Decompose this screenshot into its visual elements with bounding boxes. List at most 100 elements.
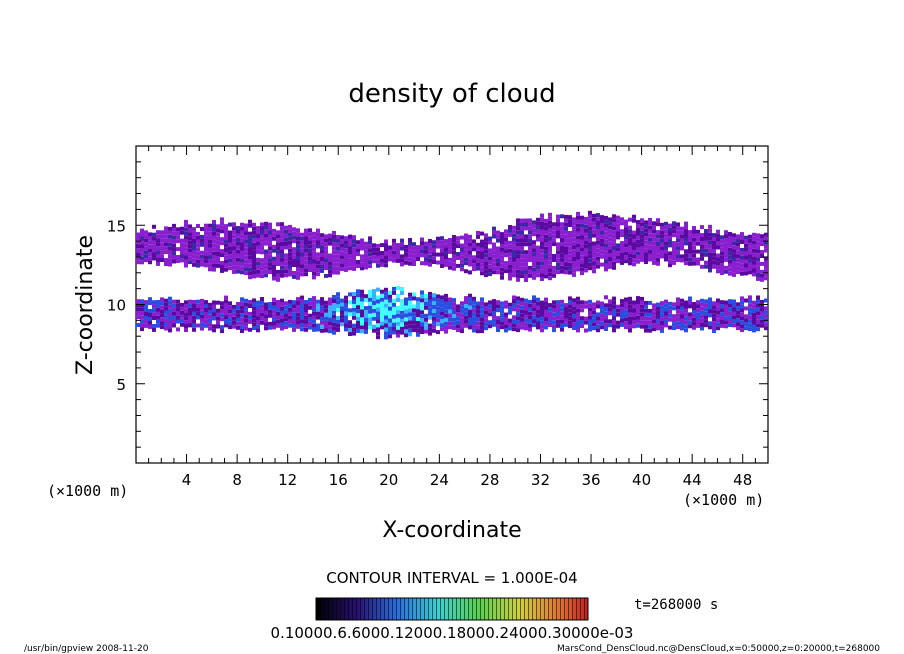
cloud-cell-lower bbox=[312, 315, 316, 320]
cloud-cell-lower bbox=[360, 297, 364, 302]
cloud-cell-upper bbox=[500, 255, 504, 260]
cloud-cell-upper bbox=[676, 250, 680, 255]
cloud-cell-upper bbox=[532, 244, 536, 249]
cloud-cell-upper bbox=[388, 257, 392, 262]
cloud-cell-upper bbox=[272, 276, 276, 281]
cloud-cell-lower bbox=[336, 300, 340, 305]
cloud-cell-lower bbox=[624, 317, 628, 322]
cloud-cell-upper bbox=[316, 260, 320, 265]
cloud-cell-lower bbox=[236, 325, 240, 330]
cloud-cell-lower bbox=[384, 307, 388, 312]
cloud-cell-upper bbox=[728, 271, 732, 276]
cloud-cell-upper bbox=[332, 270, 336, 275]
cloud-cell-upper bbox=[192, 250, 196, 255]
cloud-cell-upper bbox=[504, 261, 508, 266]
cloud-cell-upper bbox=[244, 255, 248, 260]
cloud-cell-upper bbox=[672, 245, 676, 249]
cloud-cell-lower bbox=[468, 305, 472, 310]
cloud-cell-lower bbox=[532, 303, 536, 308]
cloud-cell-upper bbox=[644, 240, 648, 245]
cloud-cell-lower bbox=[504, 300, 508, 305]
cloud-cell-lower bbox=[268, 325, 272, 330]
cloud-cell-upper bbox=[536, 249, 540, 254]
cloud-cell-lower bbox=[700, 302, 704, 307]
cloud-cell-lower bbox=[436, 298, 440, 303]
cloud-cell-upper bbox=[660, 222, 664, 227]
cloud-cell-upper bbox=[244, 227, 248, 232]
cloud-cell-lower bbox=[468, 321, 472, 326]
cloud-cell-upper bbox=[656, 218, 660, 223]
cloud-cell-lower bbox=[336, 292, 340, 297]
cloud-cell-upper bbox=[452, 262, 456, 267]
cloud-cell-lower bbox=[464, 323, 468, 328]
cloud-cell-upper bbox=[724, 238, 728, 243]
cloud-cell-lower bbox=[540, 320, 544, 325]
cloud-cell-upper bbox=[552, 222, 556, 227]
cloud-cell-upper bbox=[468, 234, 472, 239]
cloud-cell-upper bbox=[212, 224, 216, 228]
cloud-cell-upper bbox=[168, 234, 172, 239]
cloud-cell-upper bbox=[268, 266, 272, 271]
cloud-cell-lower bbox=[600, 305, 604, 310]
cloud-cell-upper bbox=[756, 233, 760, 238]
cloud-cell-upper bbox=[488, 272, 492, 277]
cloud-cell-upper bbox=[300, 232, 304, 237]
cloud-cell-lower bbox=[296, 297, 300, 302]
cloud-cell-upper bbox=[480, 251, 484, 256]
cloud-cell-lower bbox=[400, 318, 404, 323]
cloud-cell-upper bbox=[240, 258, 244, 263]
cloud-cell-lower bbox=[608, 299, 612, 304]
cloud-cell-upper bbox=[396, 251, 400, 255]
cloud-cell-lower bbox=[504, 328, 508, 333]
cloud-cell-upper bbox=[536, 237, 540, 242]
cloud-cell-lower bbox=[344, 299, 348, 304]
cloud-cell-upper bbox=[224, 232, 228, 236]
cloud-cell-upper bbox=[232, 222, 236, 227]
cloud-cell-upper bbox=[620, 256, 624, 261]
cloud-cell-upper bbox=[492, 254, 496, 259]
cloud-cell-upper bbox=[488, 252, 492, 257]
cloud-cell-upper bbox=[636, 235, 640, 240]
cloud-cell-lower bbox=[300, 327, 304, 332]
cloud-cell-upper bbox=[200, 227, 204, 231]
cloud-cell-lower bbox=[468, 297, 472, 302]
cloud-cell-lower bbox=[168, 324, 172, 329]
cloud-cell-upper bbox=[308, 252, 312, 257]
cloud-cell-upper bbox=[656, 234, 660, 239]
cloud-cell-upper bbox=[740, 271, 744, 276]
cloud-cell-lower bbox=[336, 320, 340, 324]
cloud-cell-upper bbox=[372, 259, 376, 264]
cloud-cell-upper bbox=[672, 233, 676, 238]
cloud-cell-upper bbox=[512, 273, 516, 278]
cloud-cell-lower bbox=[652, 311, 656, 316]
cloud-cell-lower bbox=[736, 310, 740, 315]
cloud-cell-upper bbox=[400, 238, 404, 243]
cloud-cell-lower bbox=[520, 313, 524, 318]
cloud-cell-upper bbox=[212, 220, 216, 224]
cloud-cell-lower bbox=[164, 314, 168, 319]
cloud-cell-lower bbox=[560, 299, 564, 304]
cloud-cell-lower bbox=[244, 298, 248, 303]
cloud-cell-lower bbox=[456, 324, 460, 329]
cloud-cell-lower bbox=[732, 299, 736, 304]
cloud-cell-upper bbox=[240, 234, 244, 239]
cloud-cell-lower bbox=[500, 325, 504, 330]
cloud-cell-lower bbox=[752, 324, 756, 329]
cloud-cell-lower bbox=[504, 320, 508, 325]
cloud-cell-upper bbox=[236, 237, 240, 242]
cloud-cell-lower bbox=[584, 304, 588, 309]
cloud-cell-lower bbox=[244, 310, 248, 315]
cloud-cell-lower bbox=[184, 316, 188, 321]
cloud-cell-lower bbox=[480, 325, 484, 330]
cloud-cell-upper bbox=[272, 264, 276, 269]
cloud-cell-upper bbox=[716, 257, 720, 262]
cloud-cell-lower bbox=[696, 304, 700, 309]
cloud-cell-lower bbox=[676, 321, 680, 326]
cloud-cell-lower bbox=[540, 328, 544, 333]
cloud-cell-lower bbox=[204, 300, 208, 305]
cloud-cell-upper bbox=[332, 246, 336, 251]
cloud-cell-lower bbox=[720, 308, 724, 313]
cloud-cell-upper bbox=[236, 265, 240, 270]
cloud-cell-upper bbox=[692, 237, 696, 242]
cloud-cell-lower bbox=[692, 313, 696, 318]
